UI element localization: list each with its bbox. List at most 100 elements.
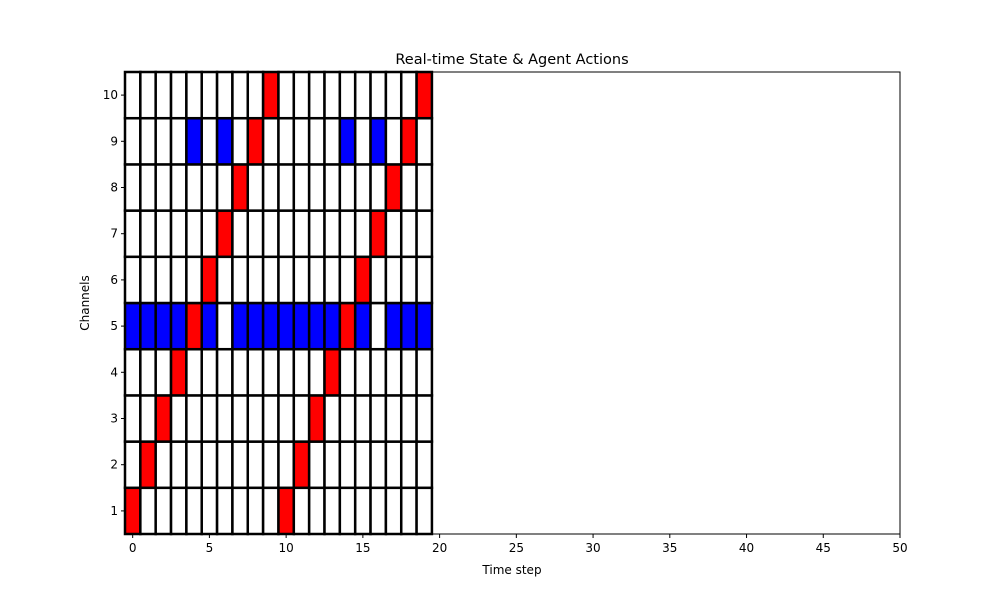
cell-empty-t4-ch7 xyxy=(185,209,203,259)
cell-empty-t8-ch8 xyxy=(246,163,265,212)
cell-empty-t10-ch7 xyxy=(277,209,296,259)
cell-agent-action-t9-ch10 xyxy=(261,70,280,120)
cell-empty-t3-ch10 xyxy=(169,70,188,120)
cell-empty-t6-ch10 xyxy=(215,70,234,120)
cell-occupied-t1-ch5 xyxy=(139,301,157,351)
cell-empty-t18-ch4 xyxy=(399,347,418,397)
cell-empty-t9-ch9 xyxy=(261,116,280,166)
cell-empty-t13-ch6 xyxy=(323,255,342,305)
cell-agent-action-t5-ch6 xyxy=(200,255,219,305)
cell-empty-t2-ch2 xyxy=(154,440,173,490)
cell-occupied-t9-ch5 xyxy=(261,301,280,351)
cell-empty-t7-ch2 xyxy=(231,440,250,490)
cell-empty-t12-ch2 xyxy=(307,440,326,490)
cell-empty-t5-ch10 xyxy=(200,70,219,120)
cell-empty-t8-ch1 xyxy=(246,486,265,536)
cell-empty-t19-ch9 xyxy=(415,116,434,166)
cell-empty-t0-ch10 xyxy=(123,70,142,120)
cell-empty-t18-ch7 xyxy=(399,209,418,259)
cell-empty-t16-ch8 xyxy=(369,163,388,212)
cell-empty-t19-ch6 xyxy=(415,255,434,305)
cell-empty-t12-ch1 xyxy=(307,486,326,536)
cell-agent-action-t19-ch10 xyxy=(415,70,434,120)
cell-empty-t0-ch6 xyxy=(123,255,142,305)
cell-empty-t8-ch3 xyxy=(246,394,265,443)
cell-empty-t11-ch9 xyxy=(292,116,311,166)
cell-agent-action-t18-ch9 xyxy=(399,116,418,166)
cell-empty-t13-ch10 xyxy=(323,70,342,120)
cell-empty-t3-ch6 xyxy=(169,255,188,305)
cell-empty-t15-ch1 xyxy=(353,486,372,536)
cell-empty-t6-ch2 xyxy=(215,440,234,490)
cell-empty-t1-ch9 xyxy=(139,116,157,166)
cell-empty-t6-ch4 xyxy=(215,347,234,397)
cell-empty-t6-ch1 xyxy=(215,486,234,536)
cell-agent-action-t10-ch1 xyxy=(277,486,296,536)
cell-empty-t17-ch1 xyxy=(384,486,403,536)
cell-empty-t14-ch10 xyxy=(338,70,357,120)
cell-empty-t8-ch10 xyxy=(246,70,265,120)
cell-empty-t17-ch4 xyxy=(384,347,403,397)
cell-agent-action-t2-ch3 xyxy=(154,394,173,443)
cell-empty-t10-ch2 xyxy=(277,440,296,490)
cell-empty-t15-ch10 xyxy=(353,70,372,120)
cell-empty-t9-ch7 xyxy=(261,209,280,259)
x-axis-label: Time step xyxy=(481,563,541,577)
cell-occupied-t5-ch5 xyxy=(200,301,219,351)
cell-empty-t5-ch4 xyxy=(200,347,219,397)
cell-empty-t9-ch6 xyxy=(261,255,280,305)
cell-empty-t1-ch10 xyxy=(139,70,157,120)
cell-empty-t11-ch3 xyxy=(292,394,311,443)
cell-empty-t2-ch6 xyxy=(154,255,173,305)
cell-empty-t6-ch6 xyxy=(215,255,234,305)
cell-empty-t16-ch6 xyxy=(369,255,388,305)
x-tick-label: 0 xyxy=(129,541,137,555)
cell-empty-t17-ch2 xyxy=(384,440,403,490)
cell-empty-t0-ch4 xyxy=(123,347,142,397)
cell-empty-t6-ch5 xyxy=(215,301,234,351)
cell-empty-t18-ch10 xyxy=(399,70,418,120)
cell-empty-t14-ch1 xyxy=(338,486,357,536)
cell-empty-t14-ch7 xyxy=(338,209,357,259)
y-axis-label: Channels xyxy=(78,275,92,331)
cell-empty-t5-ch3 xyxy=(200,394,219,443)
cell-empty-t10-ch3 xyxy=(277,394,296,443)
cell-occupied-t10-ch5 xyxy=(277,301,296,351)
cell-empty-t9-ch1 xyxy=(261,486,280,536)
cell-agent-action-t11-ch2 xyxy=(292,440,311,490)
cell-empty-t8-ch6 xyxy=(246,255,265,305)
cell-empty-t2-ch7 xyxy=(154,209,173,259)
cell-empty-t7-ch9 xyxy=(231,116,250,166)
cell-empty-t3-ch3 xyxy=(169,394,188,443)
cell-empty-t13-ch8 xyxy=(323,163,342,212)
cell-occupied-t19-ch5 xyxy=(415,301,434,351)
cell-empty-t2-ch1 xyxy=(154,486,173,536)
cell-empty-t19-ch1 xyxy=(415,486,434,536)
cell-empty-t8-ch7 xyxy=(246,209,265,259)
cell-agent-action-t1-ch2 xyxy=(139,440,157,490)
cell-empty-t12-ch6 xyxy=(307,255,326,305)
cell-empty-t7-ch10 xyxy=(231,70,250,120)
cell-empty-t10-ch9 xyxy=(277,116,296,166)
cell-empty-t11-ch8 xyxy=(292,163,311,212)
cell-occupied-t2-ch5 xyxy=(154,301,173,351)
cell-agent-action-t0-ch1 xyxy=(123,486,142,536)
cell-agent-action-t6-ch7 xyxy=(215,209,234,259)
cell-empty-t9-ch2 xyxy=(261,440,280,490)
x-tick-label: 25 xyxy=(509,541,524,555)
cell-empty-t18-ch1 xyxy=(399,486,418,536)
cell-empty-t16-ch3 xyxy=(369,394,388,443)
heatmap-cells xyxy=(123,70,434,536)
cell-empty-t11-ch10 xyxy=(292,70,311,120)
x-tick-label: 40 xyxy=(739,541,754,555)
cell-empty-t2-ch4 xyxy=(154,347,173,397)
x-tick-label: 35 xyxy=(662,541,677,555)
cell-empty-t5-ch1 xyxy=(200,486,219,536)
cell-empty-t8-ch4 xyxy=(246,347,265,397)
cell-empty-t17-ch6 xyxy=(384,255,403,305)
cell-empty-t12-ch7 xyxy=(307,209,326,259)
cell-agent-action-t12-ch3 xyxy=(307,394,326,443)
cell-empty-t9-ch3 xyxy=(261,394,280,443)
x-tick-label: 30 xyxy=(585,541,600,555)
cell-empty-t3-ch1 xyxy=(169,486,188,536)
